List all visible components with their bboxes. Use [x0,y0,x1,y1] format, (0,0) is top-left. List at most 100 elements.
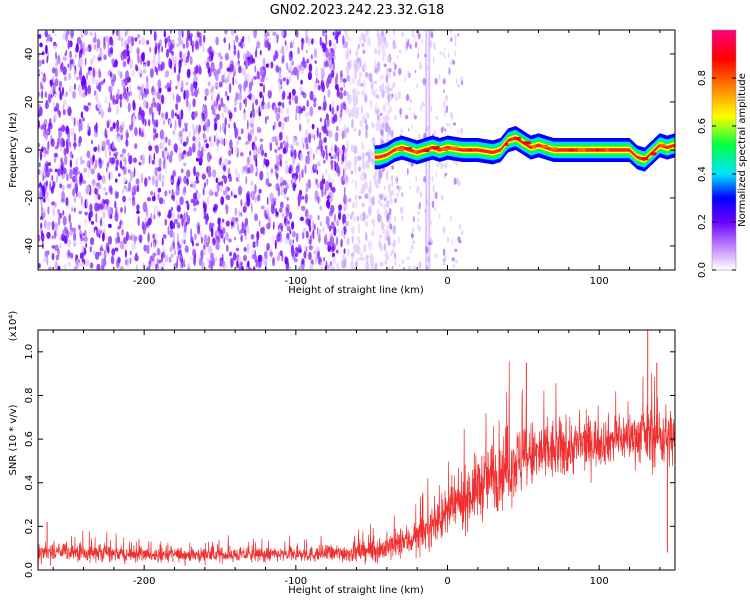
spectrogram-cell [269,251,274,257]
spectrogram-cell [308,132,312,144]
spectrogram-cell [266,115,269,120]
spectrogram-cell [365,151,370,157]
spectrogram-cell [124,258,128,266]
spectrogram-cell [215,81,219,87]
spectrogram-cell [325,40,328,45]
spectrogram-cell [239,86,242,94]
spectrogram-cell [65,125,70,135]
x-tick-label: 0 [444,276,450,287]
spectrogram-cell [205,143,209,149]
spectrogram-cell [87,80,90,86]
spectrogram-cell [191,92,196,97]
spectrogram-cell [235,168,238,178]
spectrogram-cell [430,220,433,226]
spectrogram-cell [384,259,388,265]
spectrogram-cell [298,172,301,183]
spectrogram-cell [140,128,145,132]
spectrogram-cell [276,255,280,262]
spectrogram-cell [229,251,233,257]
spectrogram-cell [392,239,397,246]
spectrogram-cell [305,230,309,239]
spectrogram-cell [374,177,376,186]
spectrogram-cell [313,223,316,231]
spectrogram-cell [413,265,416,270]
spectrogram-cell [107,40,110,50]
spectrogram-cell [382,104,387,112]
spectrogram-cell [220,97,224,107]
spectrogram-cell [80,237,85,242]
spectrogram-cell [301,38,304,43]
spectrogram-cell [250,234,255,240]
spectrogram-cell [51,201,56,206]
spectrogram-cell [308,146,313,157]
spectrogram-cell [411,234,414,238]
spectrogram-cell [158,259,162,264]
spectrogram-cell [202,113,206,122]
spectrogram-cell [208,189,213,197]
spectrogram-cell [356,257,359,268]
ridge-peak [641,157,649,161]
spectrogram-cell [195,179,200,184]
spectrogram-cell [213,118,218,123]
spectrogram-cell [417,134,421,139]
spectrogram-cell [54,111,57,121]
spectrogram-cell [451,257,455,262]
spectrogram-cell [46,55,49,64]
spectrogram-cell [371,260,374,265]
spectrogram-cell [361,257,365,261]
spectrogram-cell [40,199,43,206]
spectrogram-cell [427,241,432,245]
spectrogram-cell [411,227,415,233]
spectrogram-cell [197,253,200,263]
spectrogram-cell [174,120,177,130]
spectrogram-cell [117,32,121,41]
spectrogram-cell [450,214,452,223]
spectrogram-cell [354,194,358,201]
spectrogram-cell [44,102,50,110]
spectrogram-cell [388,68,392,73]
spectrogram-cell [377,199,382,205]
spectrogram-cell [386,235,391,243]
spectrogram-cell [385,194,388,200]
spectrogram-cell [234,236,237,241]
spectrogram-cell [197,224,201,235]
spectrogram-cell [84,106,89,112]
spectrogram-cell [93,146,97,152]
spectrogram-cell [124,39,128,49]
spectrogram-cell [401,192,403,198]
spectrogram-cell [292,136,296,146]
spectrogram-cell [315,246,320,252]
spectrogram-cell [270,168,274,175]
spectrogram-cell [371,219,376,224]
spectrogram-cell [361,141,364,150]
spectrogram-cell [259,138,264,142]
spectrogram-cell [317,84,321,91]
spectrogram-cell [61,124,66,132]
spectrogram-cell [286,225,291,232]
spectrogram-cell [357,155,362,161]
spectrogram-cell [201,42,205,54]
y-tick-label: 40 [24,48,35,61]
spectrogram-cell [338,30,341,35]
spectrogram-cell [331,116,336,125]
spectrogram-cell [144,132,146,140]
spectrogram-cell [114,158,117,168]
x-tick-label: -200 [133,276,156,287]
snr-y-label: SNR (10 * v/v) [8,404,19,475]
spectrogram-cell [341,229,343,237]
spectrogram-cell [260,77,265,83]
spectrogram-cell [207,171,212,178]
spectrogram-cell [342,254,345,260]
spectrogram-cell [72,188,76,197]
spectrogram-cell [383,242,386,252]
spectrogram-cell [88,185,91,193]
spectrogram-cell [356,47,359,56]
spectrogram-cell [446,123,450,127]
spectrogram-cell [249,150,252,156]
spectrogram-cell [398,264,401,268]
spectrogram-cell [398,49,402,54]
spectrogram-cell [214,70,219,82]
spectrogram-cell [388,86,391,94]
spectrogram-cell [256,108,258,114]
spectrogram-cell [275,113,280,122]
